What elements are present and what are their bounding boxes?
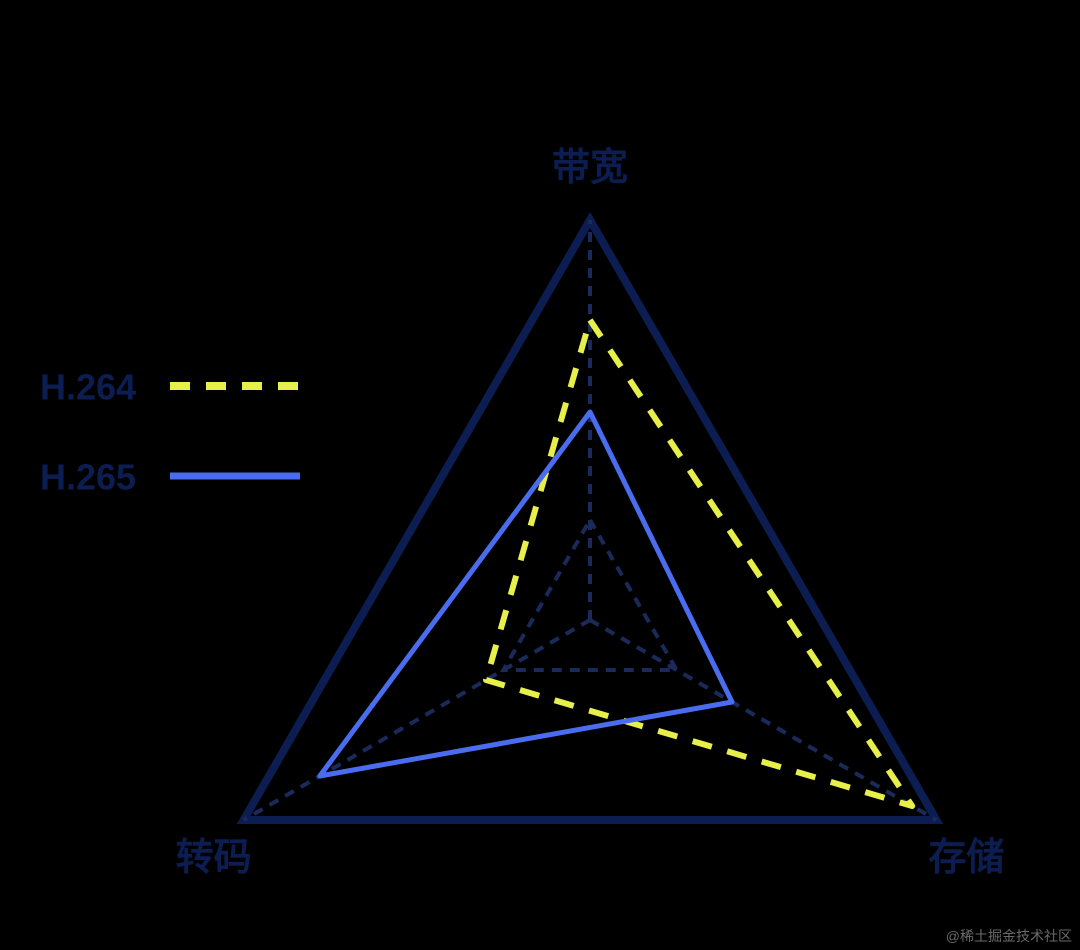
legend-label-H.265: H.265 [40,457,136,498]
watermark: @稀土掘金技术社区 [946,926,1072,946]
axis-label-bandwidth: 带宽 [552,146,628,189]
axis-label-transcode: 转码 [176,837,252,879]
spoke [244,620,590,820]
legend-label-H.264: H.264 [40,367,136,408]
radar-chart: 带宽存储 转码 H.264 H.265 [0,0,1080,950]
axis-label-storage: 存储 [928,837,1004,879]
series-H.265 [320,412,732,776]
